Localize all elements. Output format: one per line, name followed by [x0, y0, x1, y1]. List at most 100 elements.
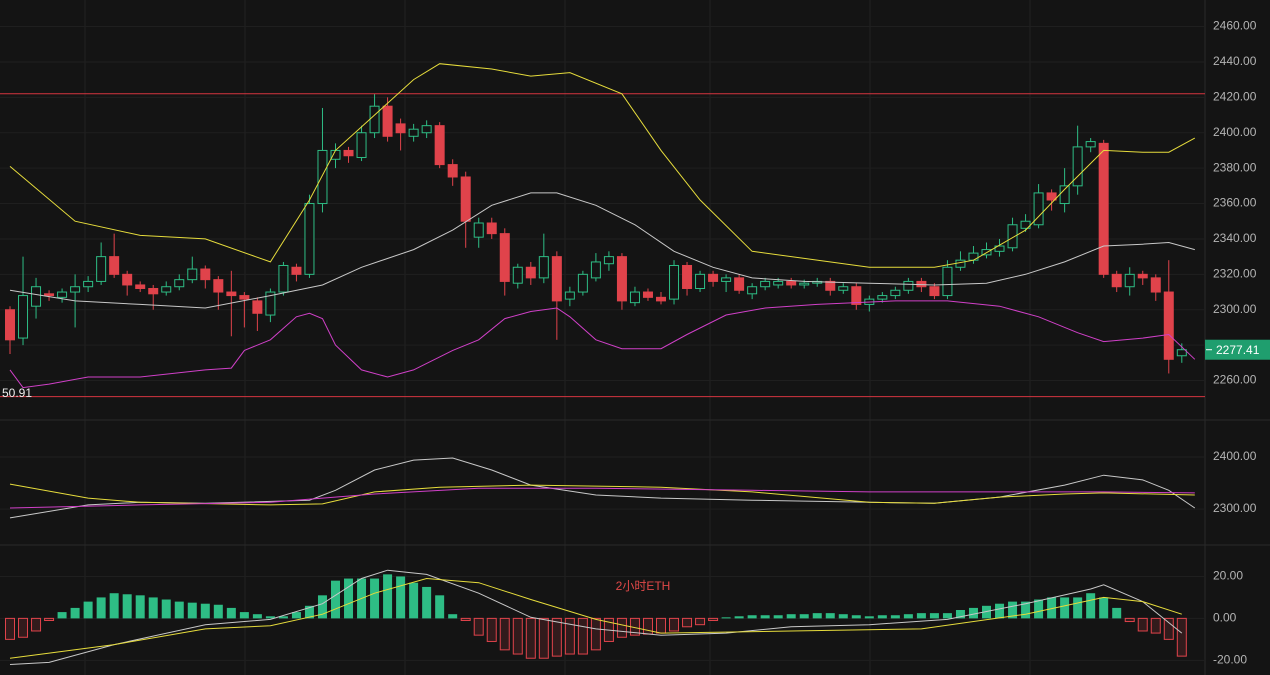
candle-body: [96, 256, 107, 282]
candle-body: [760, 280, 771, 288]
macd-bar: [799, 614, 809, 619]
candle-body: [369, 105, 380, 134]
candle-body: [1085, 141, 1096, 148]
macd-bar: [825, 613, 835, 619]
y-tick-label: -20.00: [1213, 652, 1247, 666]
indicator-line: [9, 577, 1182, 659]
macd-bar: [422, 586, 432, 619]
macd-bar: [499, 617, 510, 651]
candle-body: [148, 287, 159, 295]
macd-bar: [331, 580, 340, 619]
macd-bar: [435, 595, 445, 619]
macd-bar: [213, 604, 223, 619]
macd-bar: [1124, 617, 1135, 623]
macd-bar: [955, 610, 965, 619]
candle-body: [825, 280, 836, 291]
candle-body: [629, 291, 640, 304]
candle-body: [1137, 273, 1148, 279]
macd-bar: [317, 595, 327, 619]
candle-body: [122, 273, 133, 286]
macd-bar: [616, 617, 627, 638]
candle-body: [486, 222, 497, 235]
candle-body: [929, 286, 940, 297]
macd-bar: [1073, 597, 1083, 619]
candle-body: [603, 256, 614, 265]
candle-body: [1150, 277, 1161, 293]
candle-body: [1007, 224, 1018, 249]
macd-bar: [396, 576, 406, 619]
macd-bar: [1112, 607, 1122, 619]
macd-bar: [551, 617, 562, 657]
macd-bar: [1163, 617, 1174, 640]
macd-bar: [5, 617, 15, 640]
indicator-line: [9, 63, 1196, 268]
candle-body: [31, 286, 42, 307]
macd-bar: [1086, 593, 1096, 619]
candle-body: [395, 123, 406, 134]
price-line-label: 50.91: [2, 386, 32, 400]
indicator-line: [9, 300, 1196, 389]
macd-bar: [564, 617, 575, 655]
macd-bar: [1176, 617, 1187, 657]
y-tick-label: 2340.00: [1213, 231, 1257, 245]
indicator-line: [9, 457, 1196, 519]
candle-body: [44, 293, 55, 297]
macd-bar: [995, 603, 1005, 619]
candle-body: [1176, 349, 1187, 357]
candle-body: [851, 286, 862, 305]
macd-bar: [577, 617, 588, 655]
macd-bar: [708, 617, 719, 621]
macd-bar: [96, 597, 106, 619]
y-tick-label: 2320.00: [1213, 267, 1257, 281]
candle-body: [799, 282, 810, 286]
y-tick-label: 2380.00: [1213, 160, 1257, 174]
macd-bar: [148, 597, 158, 619]
candle-body: [838, 286, 849, 291]
candle-body: [1059, 185, 1070, 205]
candle-body: [890, 289, 901, 297]
macd-bar: [968, 607, 978, 619]
candle-body: [239, 295, 250, 300]
candle-body: [682, 264, 693, 289]
candle-body: [525, 266, 536, 279]
candle-body: [968, 252, 979, 261]
macd-bar: [734, 616, 744, 619]
macd-bar: [304, 605, 314, 619]
macd-bar: [486, 617, 497, 642]
y-tick-label: 20.00: [1213, 569, 1243, 583]
candle-body: [226, 291, 237, 297]
candle-body: [1098, 142, 1109, 275]
candle-body: [564, 291, 575, 300]
macd-bar: [161, 599, 171, 619]
candle-body: [1124, 273, 1135, 288]
macd-bar: [1137, 617, 1148, 632]
candle-body: [786, 280, 797, 286]
macd-bar: [642, 617, 653, 635]
candle-body: [473, 222, 484, 238]
candle-body: [1046, 192, 1057, 201]
macd-bar: [370, 578, 380, 619]
candle-body: [291, 266, 302, 275]
macd-bar: [747, 615, 757, 619]
macd-bar: [590, 617, 601, 651]
y-tick-label: 2440.00: [1213, 54, 1257, 68]
candle-body: [187, 268, 198, 281]
candle-body: [57, 291, 68, 298]
candle-body: [200, 268, 211, 281]
candle-body: [434, 125, 445, 166]
macd-bar: [460, 617, 471, 621]
candle-body: [382, 105, 393, 137]
macd-bar: [383, 574, 393, 619]
macd-bar: [44, 617, 55, 621]
macd-bar: [83, 601, 93, 619]
candle-body: [109, 256, 120, 275]
candle-body: [747, 286, 758, 295]
candle-body: [161, 286, 172, 293]
macd-bar: [409, 582, 419, 619]
macd-bar: [538, 617, 549, 659]
macd-bar: [1021, 601, 1031, 619]
y-tick-label: 2300.00: [1213, 501, 1257, 515]
macd-bar: [942, 613, 952, 619]
indicator-line: [9, 487, 1195, 509]
